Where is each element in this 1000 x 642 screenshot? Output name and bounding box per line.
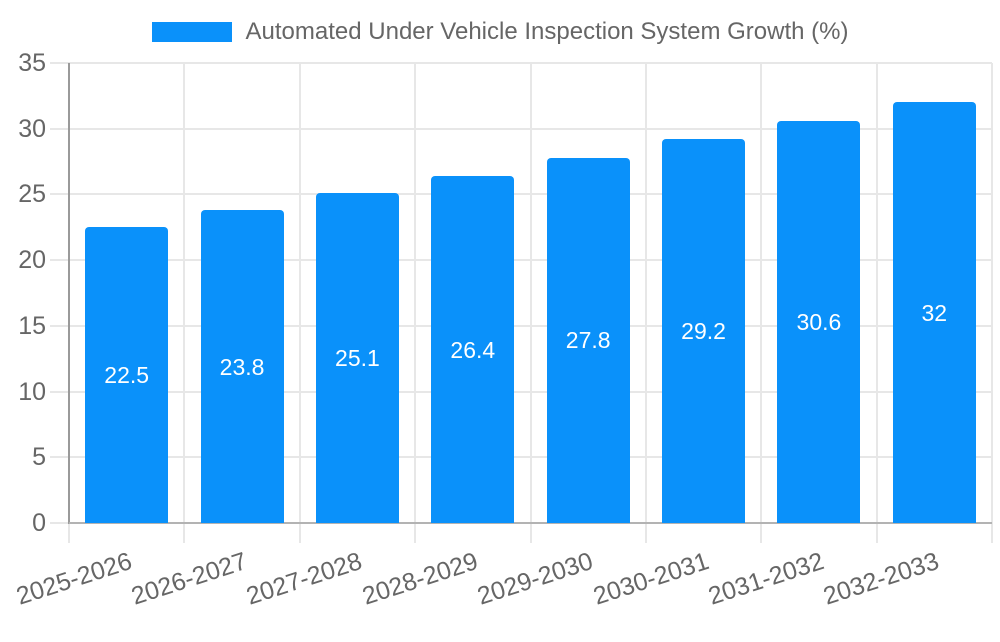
y-axis-tick [50, 522, 69, 524]
chart-legend[interactable]: Automated Under Vehicle Inspection Syste… [0, 17, 1000, 47]
x-axis-tick [414, 523, 417, 543]
x-axis-tick [529, 523, 532, 543]
bar[interactable] [315, 193, 399, 523]
y-axis-tick [50, 324, 69, 327]
y-axis-tick [50, 456, 69, 459]
plot-area: 0 5 10 15 20 25 30 35 22.5 2025-2026 23.8 2026-2027… [13, 49, 993, 611]
y-tick-label: 30 [18, 114, 46, 143]
x-gridline [875, 63, 878, 523]
x-axis-tick [68, 523, 70, 543]
bar[interactable] [200, 210, 284, 523]
y-axis-tick [50, 259, 69, 262]
y-tick-label: 35 [18, 49, 46, 77]
x-gridline [529, 63, 532, 523]
x-gridline [414, 63, 417, 523]
y-tick-label: 0 [32, 509, 46, 537]
bar[interactable] [892, 102, 976, 523]
y-tick-label: 5 [32, 443, 46, 472]
bar-value-label: 30.6 [796, 308, 842, 335]
bar-value-label: 32 [921, 299, 948, 326]
bar[interactable] [662, 139, 746, 523]
bar[interactable] [777, 120, 861, 523]
legend-label: Automated Under Vehicle Inspection Syste… [245, 18, 849, 45]
y-axis-tick [50, 62, 69, 64]
x-axis-tick [875, 523, 878, 543]
x-gridline [183, 63, 186, 523]
bar-value-label: 22.5 [104, 362, 150, 389]
y-tick-label: 15 [18, 311, 46, 340]
bar[interactable] [546, 157, 630, 523]
legend-swatch [151, 22, 232, 42]
y-axis-tick [50, 390, 69, 393]
y-axis-tick [50, 127, 69, 130]
y-axis-tick [50, 193, 69, 196]
x-axis-tick [298, 523, 301, 543]
x-axis-tick [760, 523, 763, 543]
x-axis-tick [991, 523, 993, 543]
y-tick-label: 10 [18, 377, 46, 406]
x-gridline [991, 63, 993, 523]
y-tick-label: 20 [18, 246, 46, 275]
y-gridline [69, 62, 992, 64]
x-gridline [298, 63, 301, 523]
x-axis-tick [644, 523, 647, 543]
y-axis-line [68, 63, 70, 524]
bar[interactable] [431, 176, 515, 523]
bar[interactable] [85, 227, 169, 523]
growth-bar-chart: Automated Under Vehicle Inspection Syste… [0, 17, 1000, 611]
bar-value-label: 27.8 [565, 327, 611, 354]
x-gridline [760, 63, 763, 523]
x-axis-tick [183, 523, 186, 543]
x-gridline [644, 63, 647, 523]
bar-value-label: 26.4 [450, 336, 496, 363]
bar-value-label: 25.1 [335, 345, 380, 372]
y-tick-label: 25 [18, 180, 46, 209]
bar-value-label: 23.8 [219, 353, 265, 380]
bar-value-label: 29.2 [681, 318, 726, 345]
